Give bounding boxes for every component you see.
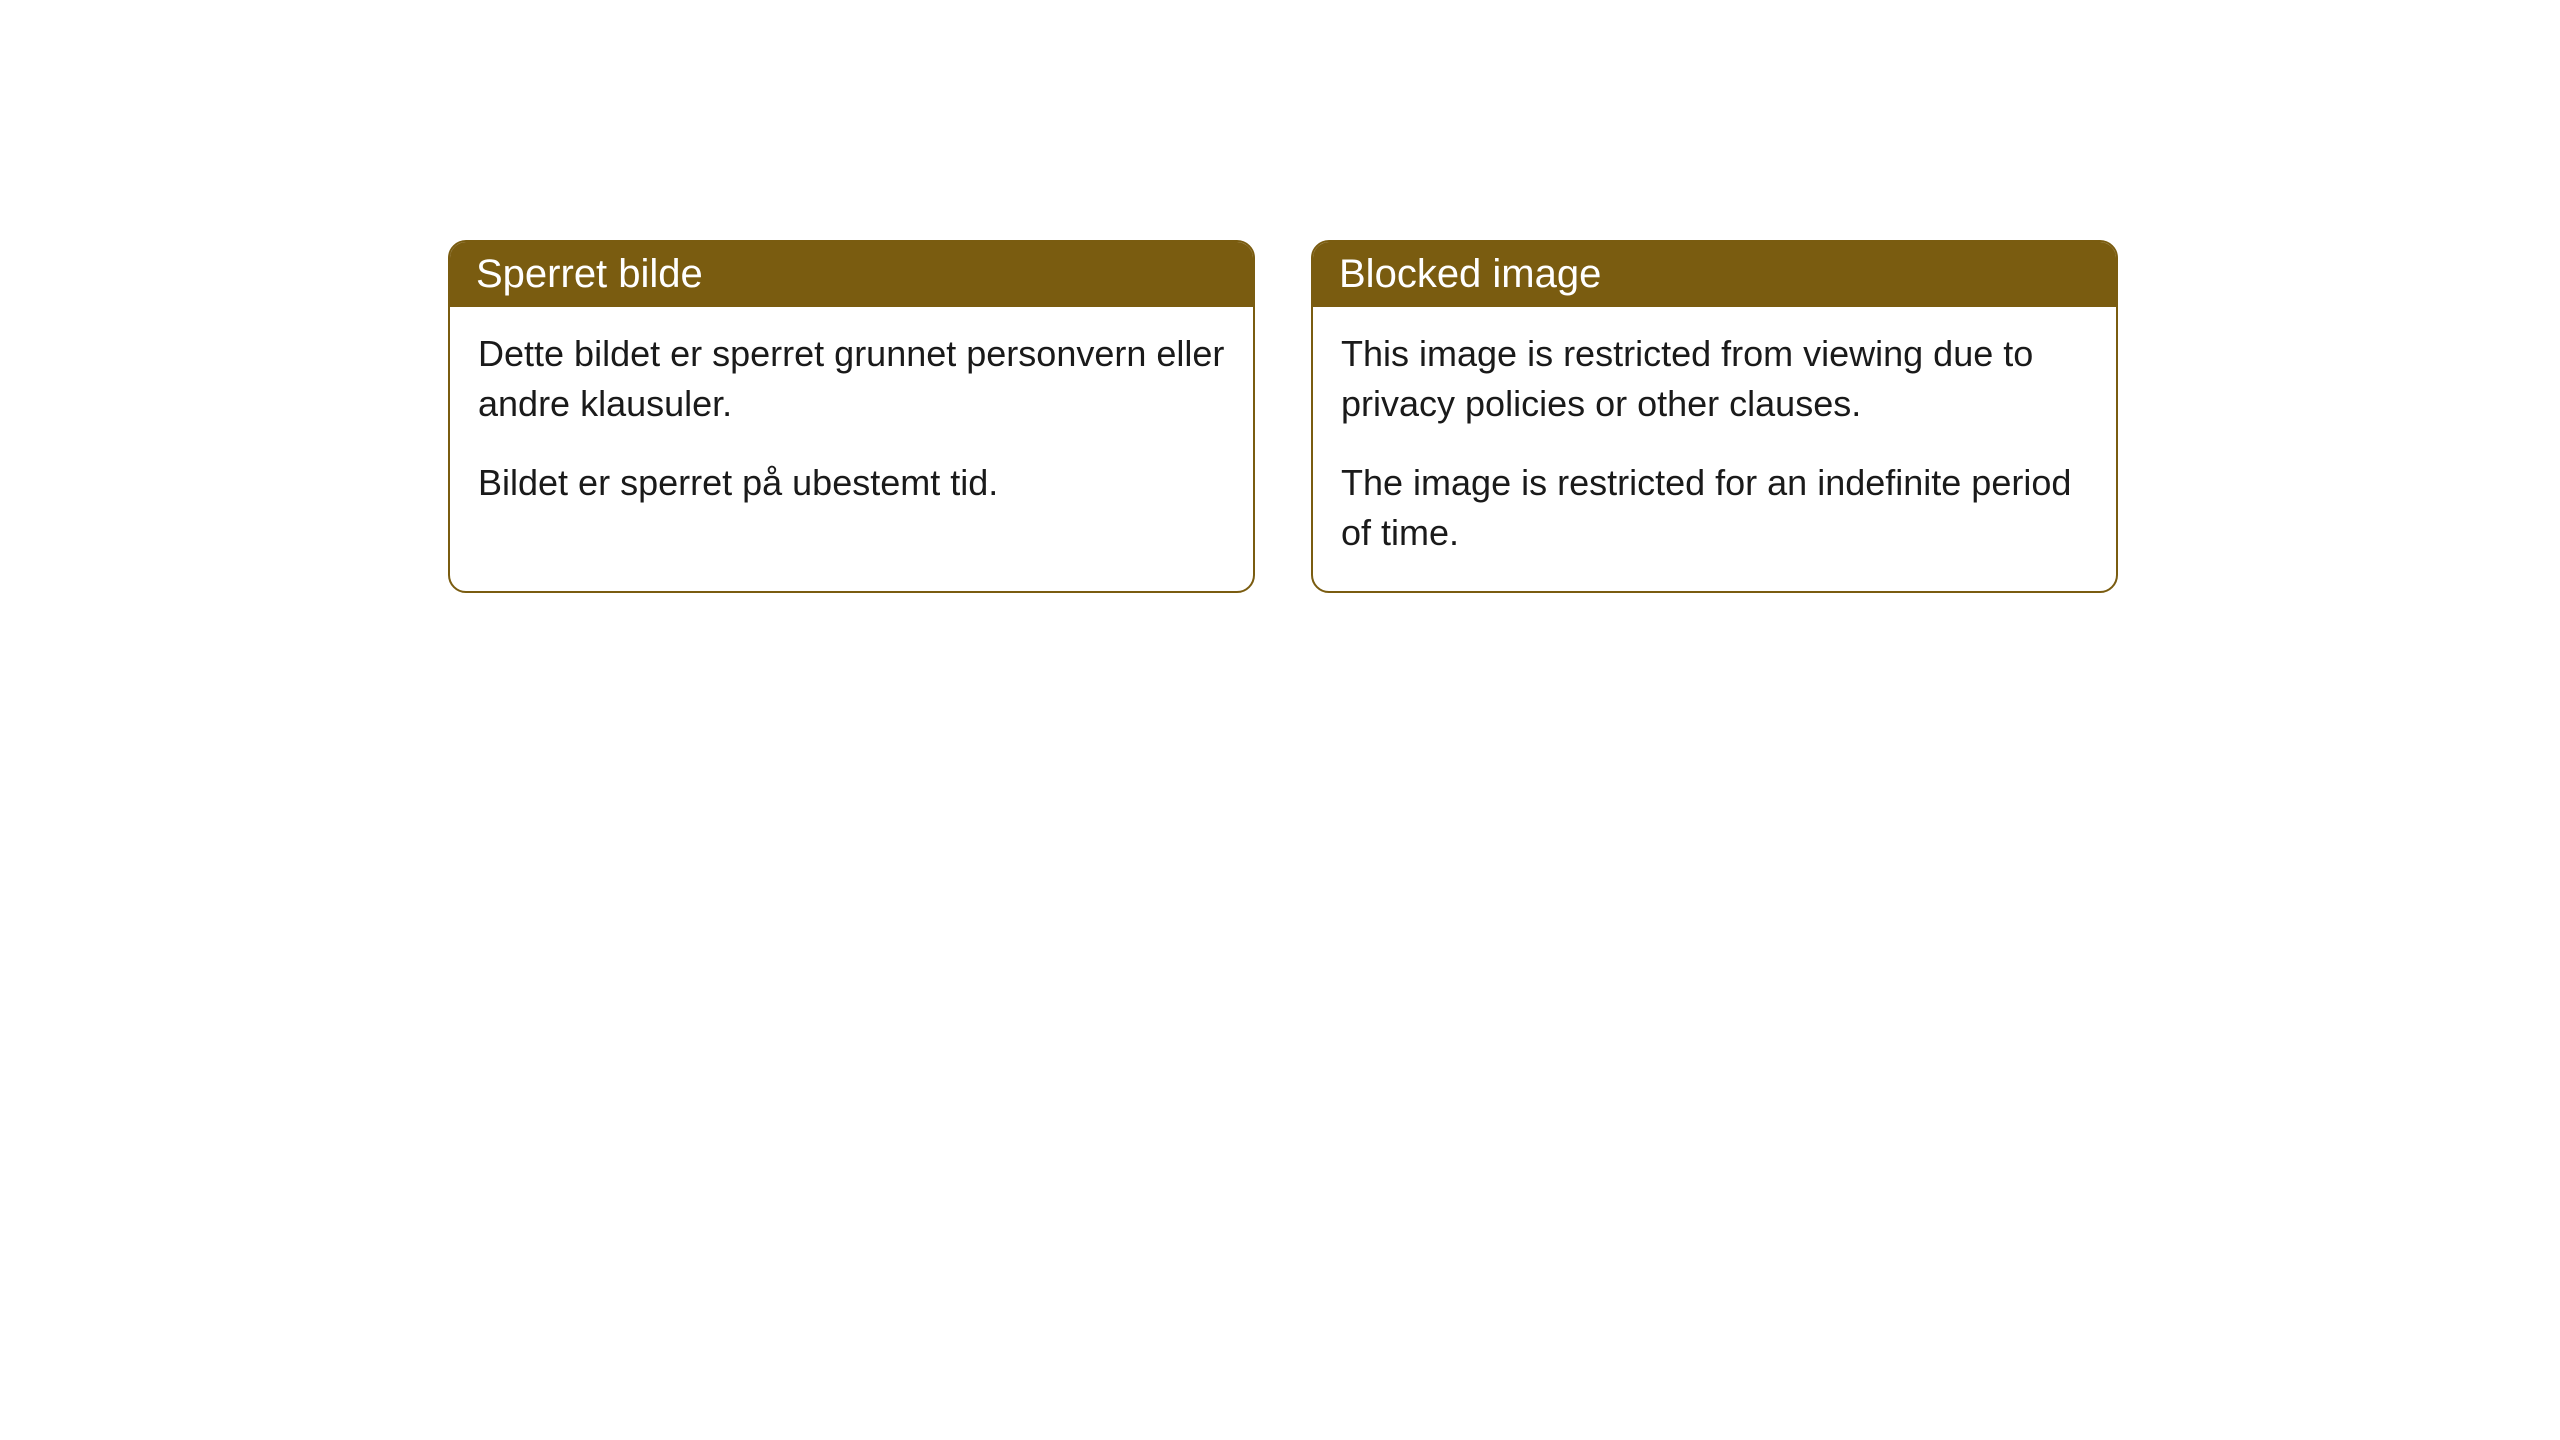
card-body: This image is restricted from viewing du… (1313, 307, 2116, 591)
notice-cards-container: Sperret bilde Dette bildet er sperret gr… (448, 240, 2118, 593)
blocked-image-card-norwegian: Sperret bilde Dette bildet er sperret gr… (448, 240, 1255, 593)
notice-paragraph: This image is restricted from viewing du… (1341, 329, 2088, 430)
notice-paragraph: Dette bildet er sperret grunnet personve… (478, 329, 1225, 430)
notice-paragraph: The image is restricted for an indefinit… (1341, 458, 2088, 559)
card-body: Dette bildet er sperret grunnet personve… (450, 307, 1253, 540)
card-header: Blocked image (1313, 242, 2116, 307)
card-header: Sperret bilde (450, 242, 1253, 307)
notice-paragraph: Bildet er sperret på ubestemt tid. (478, 458, 1225, 508)
card-title: Sperret bilde (476, 252, 703, 296)
blocked-image-card-english: Blocked image This image is restricted f… (1311, 240, 2118, 593)
card-title: Blocked image (1339, 252, 1601, 296)
